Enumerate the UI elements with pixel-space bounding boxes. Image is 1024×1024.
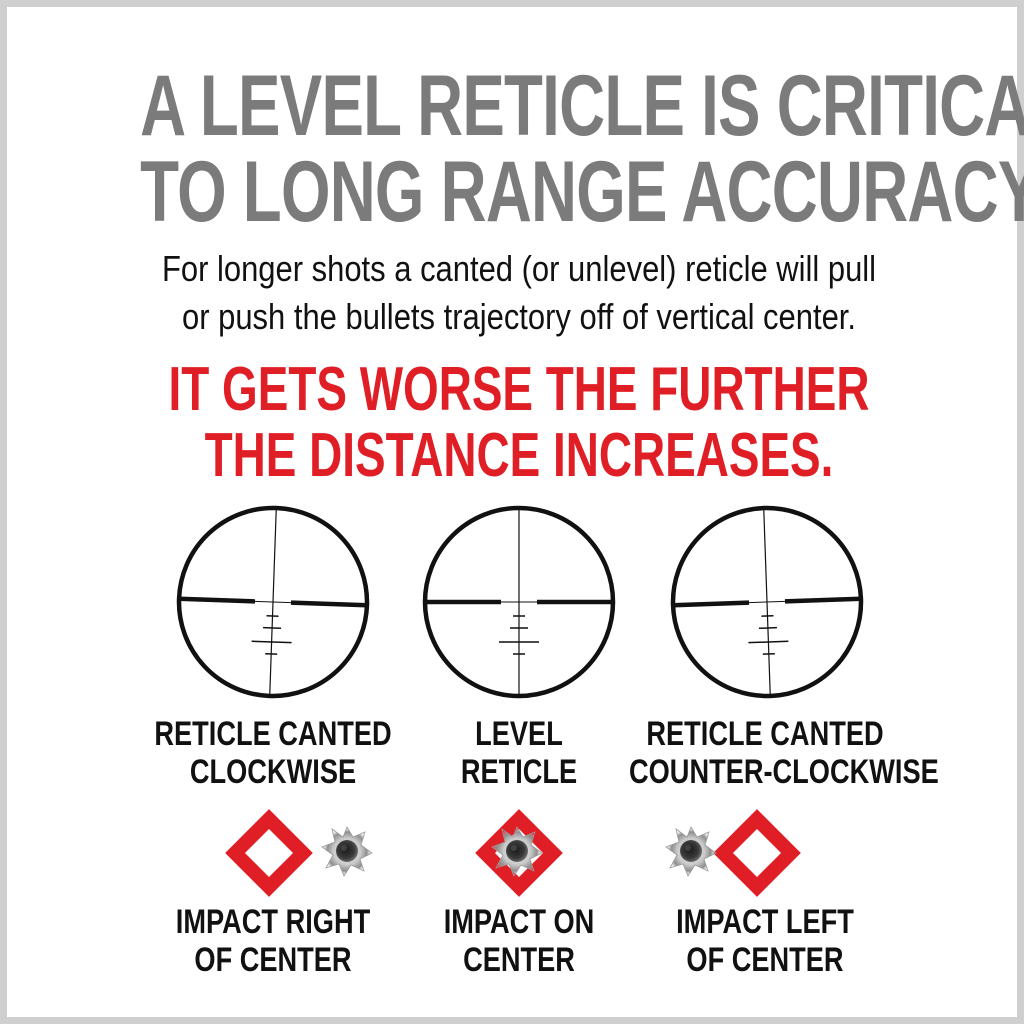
headline-line-2: TO LONG RANGE ACCURACY. xyxy=(140,144,1024,240)
emphasis-line-1: IT GETS WORSE THE FURTHER xyxy=(168,355,870,424)
headline: A LEVEL RETICLE IS CRITICAL TO LONG RANG… xyxy=(140,58,1024,240)
impact-label-line-1: IMPACT RIGHT xyxy=(175,903,371,941)
scope-reticle-icon xyxy=(425,508,613,696)
reticle-level xyxy=(425,508,613,696)
impact-marker-center xyxy=(475,809,563,897)
reticle-label-counter-clockwise: RETICLE CANTED COUNTER-CLOCKWISE xyxy=(629,715,939,791)
reticle-label-line-1: RETICLE CANTED xyxy=(154,715,392,753)
impact-label-line-1: IMPACT ON xyxy=(443,903,595,941)
reticle-canted-counter-clockwise xyxy=(670,505,864,699)
subtext-line-2: or push the bullets trajectory off of ve… xyxy=(181,296,857,337)
reticle-row xyxy=(7,497,1024,707)
reticle-label-line-1: LEVEL xyxy=(475,715,563,753)
bullet-hole-icon xyxy=(665,826,717,877)
reticle-label-line-2: RETICLE xyxy=(460,753,578,791)
reticle-label-line-2: COUNTER-CLOCKWISE xyxy=(629,753,939,791)
reticle-label-line-1: RETICLE CANTED xyxy=(646,715,884,753)
reticle-canted-clockwise xyxy=(176,505,370,699)
diamond-target-icon xyxy=(225,809,313,897)
scope-reticle-icon xyxy=(176,505,370,699)
diamond-target-icon xyxy=(713,809,801,897)
impact-marker-row xyxy=(225,809,801,897)
impact-label-line-1: IMPACT LEFT xyxy=(676,903,854,941)
scope-reticle-icon xyxy=(670,505,864,699)
impact-label-line-2: OF CENTER xyxy=(194,941,352,979)
subtext-line-1: For longer shots a canted (or unlevel) r… xyxy=(161,248,877,289)
impact-label-center: IMPACT ON CENTER xyxy=(383,903,655,979)
headline-line-1: A LEVEL RETICLE IS CRITICAL xyxy=(140,58,1024,154)
impact-label-line-2: CENTER xyxy=(463,941,575,979)
impact-marker-left xyxy=(665,809,801,897)
emphasis-line-2: THE DISTANCE INCREASES. xyxy=(204,421,834,490)
reticle-label-clockwise: RETICLE CANTED CLOCKWISE xyxy=(137,715,409,791)
reticle-label-level: LEVEL RETICLE xyxy=(383,715,655,791)
impact-label-line-2: OF CENTER xyxy=(686,941,844,979)
reticle-label-line-2: CLOCKWISE xyxy=(189,753,357,791)
bullet-hole-icon xyxy=(321,826,373,877)
emphasis-callout: IT GETS WORSE THE FURTHER THE DISTANCE I… xyxy=(140,357,898,489)
impact-label-left: IMPACT LEFT OF CENTER xyxy=(629,903,901,979)
impact-label-right: IMPACT RIGHT OF CENTER xyxy=(137,903,409,979)
impact-marker-right xyxy=(225,809,373,897)
subtext: For longer shots a canted (or unlevel) r… xyxy=(79,245,960,341)
